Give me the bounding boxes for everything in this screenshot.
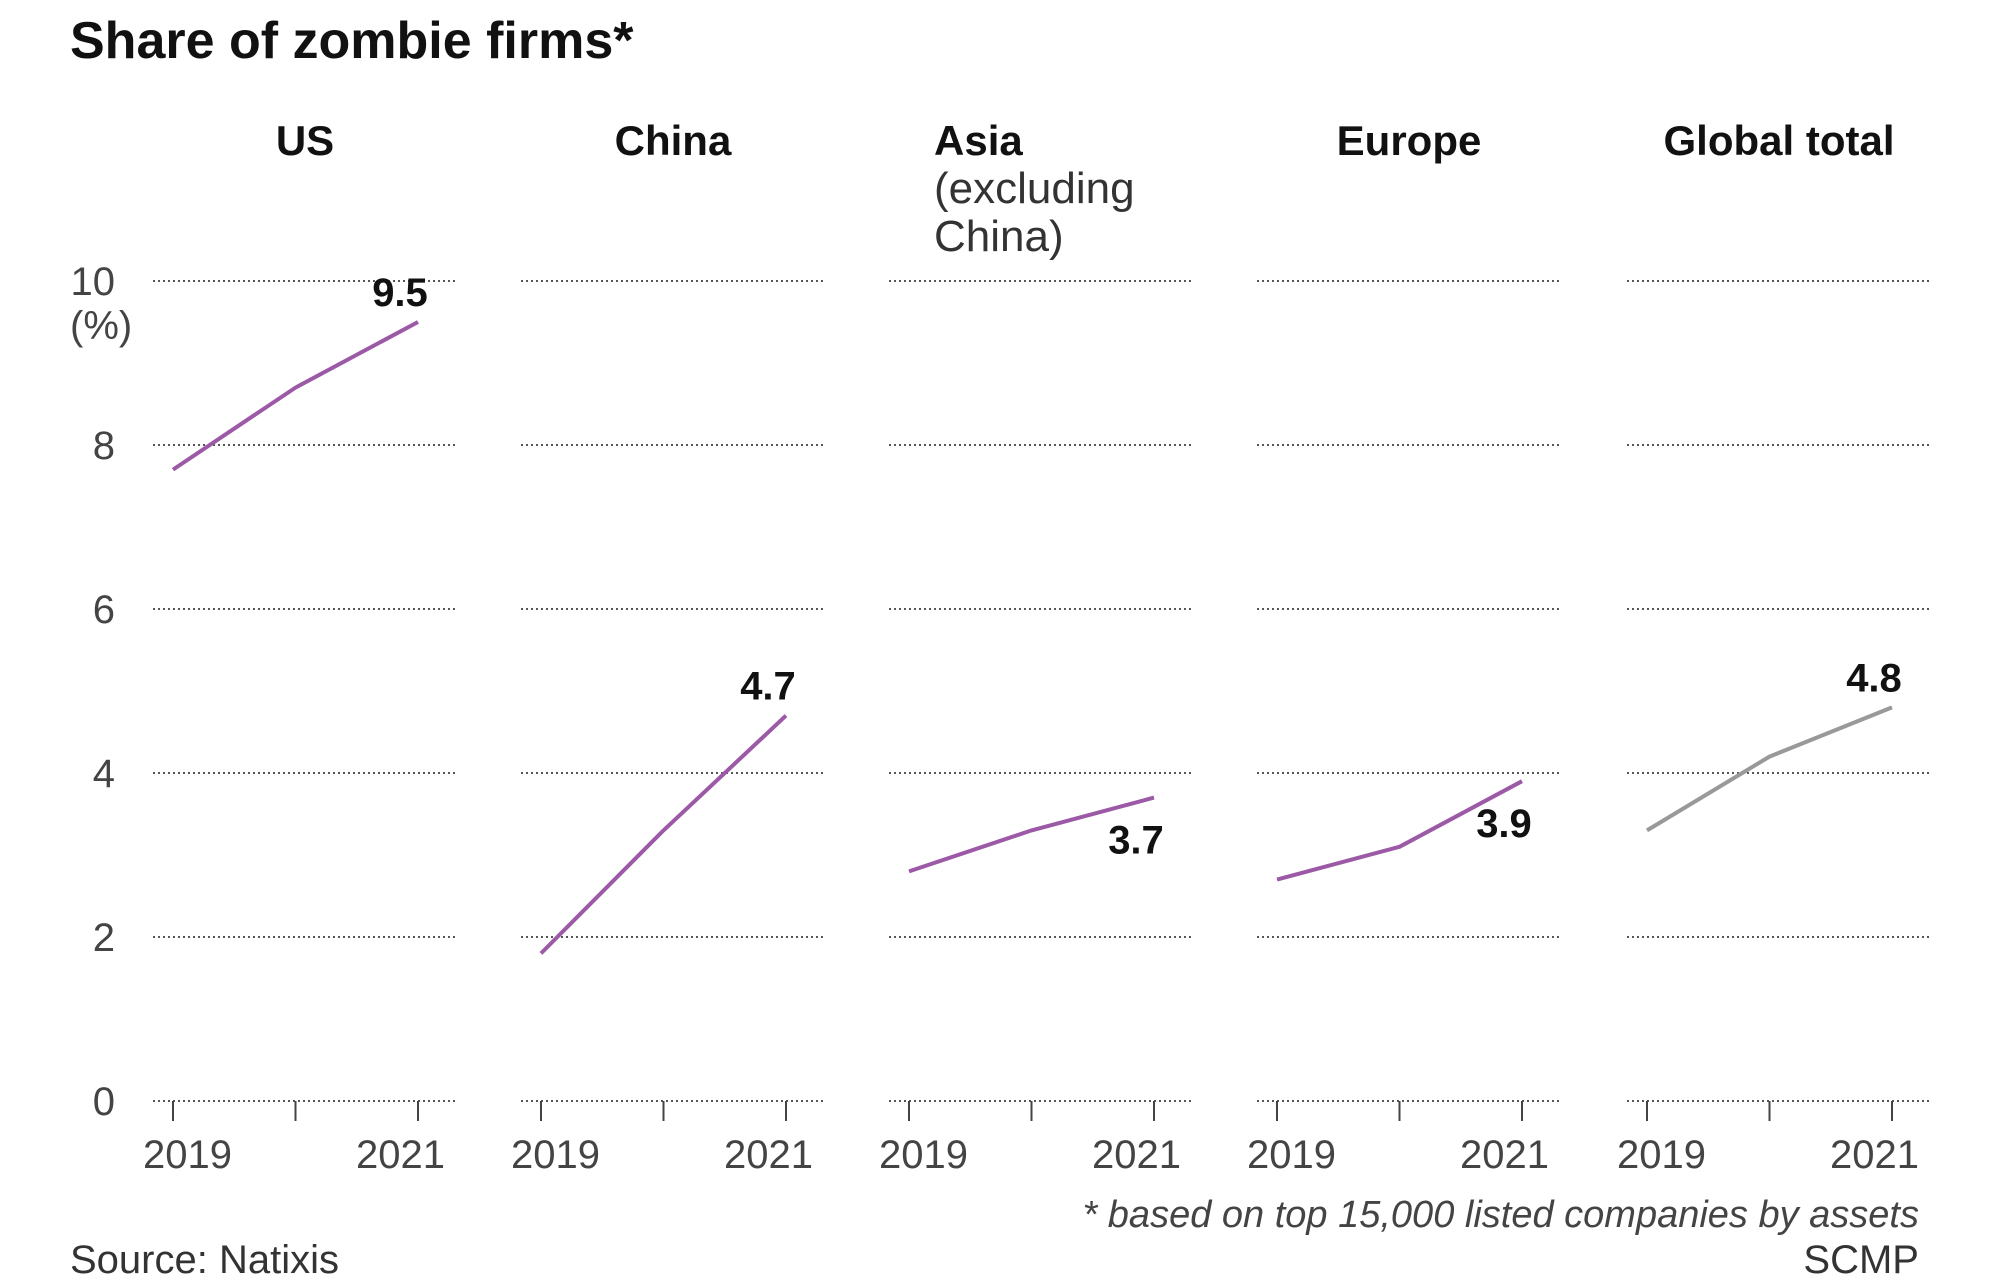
footnote: * based on top 15,000 listed companies b… [1082,1194,1919,1236]
x-tick-label: 2019 [879,1133,968,1177]
x-tick-label: 2019 [511,1133,600,1177]
x-tick-label: 2021 [356,1133,445,1177]
x-tick-label: 2019 [143,1133,232,1177]
x-tick-label: 2019 [1617,1133,1706,1177]
y-tick-label: 10 [71,260,116,304]
chart-title: Share of zombie firms* [70,12,634,70]
panel-title: Europe [1337,117,1482,164]
panel-europe: Europe 2019 2021 3.9 [1247,117,1561,1177]
panel-china: China 2019 2021 4.7 [511,117,825,1177]
data-label: 9.5 [372,271,428,315]
series-line [1645,705,1893,833]
series-line [171,320,419,472]
source-text: Source: Natixis [70,1238,339,1282]
panel-title: China [615,117,732,164]
panel-us: US 2019 2021 9.5 [143,117,457,1177]
series-line [1276,779,1523,882]
series-line [908,795,1155,874]
x-tick-label: 2021 [1830,1133,1919,1177]
panels: 0 2 4 6 8 10(%) US 2019 2021 9.5 China 2019 2021 4.7 A… [70,117,1931,1177]
panel-title: Global total [1664,117,1895,164]
credit-text: SCMP [1803,1238,1919,1282]
panel-subtitle: (excluding [934,164,1135,213]
x-tick-label: 2021 [1460,1133,1549,1177]
panel-global-total: Global total 2019 2021 4.8 [1617,117,1931,1177]
data-label: 3.7 [1108,819,1164,863]
y-tick-label: 4 [93,752,115,796]
panel-title: US [276,117,334,164]
data-label: 3.9 [1476,802,1532,846]
y-tick-label: 0 [93,1080,115,1124]
y-axis-unit: (%) [70,304,132,348]
y-tick-label: 6 [93,588,115,632]
x-tick-label: 2019 [1247,1133,1336,1177]
y-tick-label: 8 [93,424,115,468]
data-label: 4.8 [1846,656,1902,700]
series-line [539,714,788,955]
panel-subtitle: China) [934,212,1064,261]
x-tick-label: 2021 [1092,1133,1181,1177]
data-label: 4.7 [740,665,796,709]
y-tick-label: 2 [93,916,115,960]
panel-title: Asia [934,117,1023,164]
x-tick-label: 2021 [724,1133,813,1177]
